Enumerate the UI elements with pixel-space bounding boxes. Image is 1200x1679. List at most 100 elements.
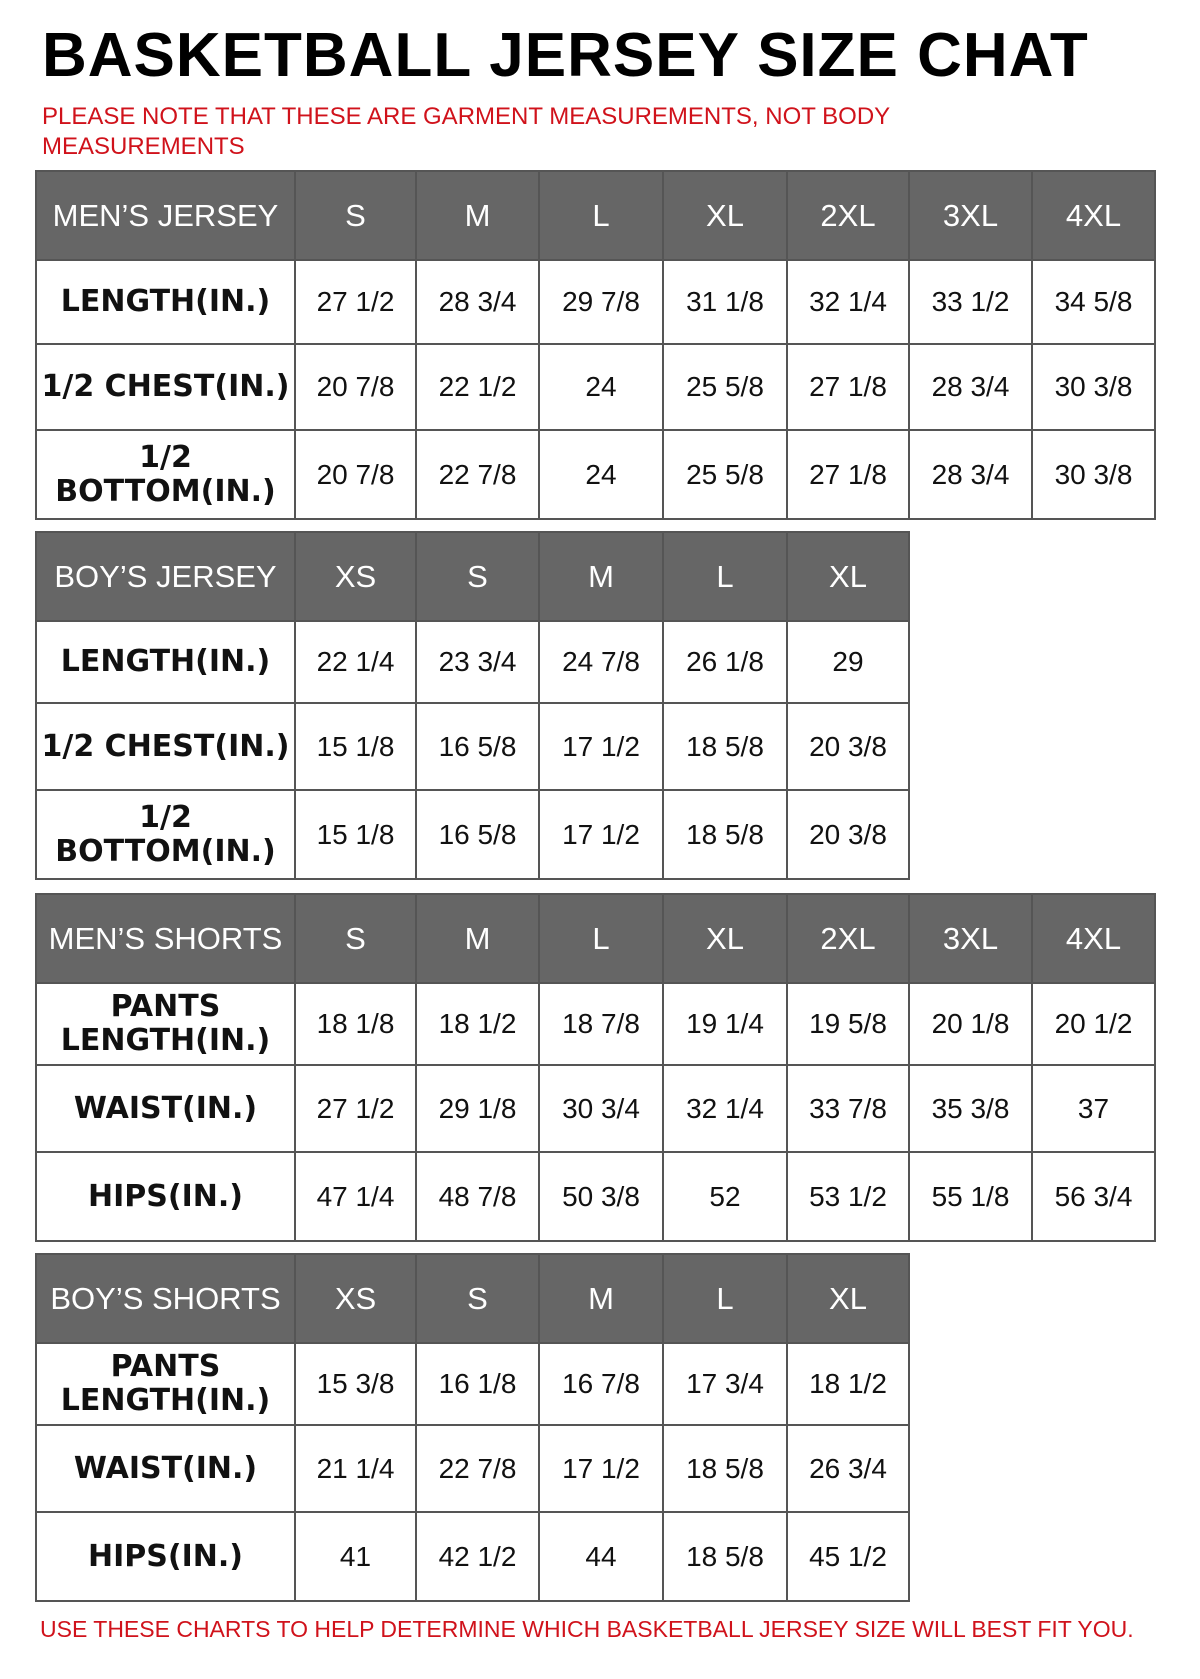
measurement: 44 [538, 1511, 664, 1602]
row-label: PANTS LENGTH(IN.) [35, 982, 296, 1066]
measurement: 28 3/4 [415, 259, 540, 345]
measurement: 17 1/2 [538, 1424, 664, 1513]
size-header: L [662, 1253, 788, 1344]
measurement: 20 3/8 [786, 789, 910, 880]
measurement: 29 [786, 620, 910, 704]
data-row: PANTS LENGTH(IN.) 15 3/8 16 1/8 16 7/8 17 3/… [35, 1342, 910, 1426]
measurement: 47 1/4 [294, 1151, 417, 1242]
size-header: 2XL [786, 893, 910, 984]
measurement: 17 1/2 [538, 789, 664, 880]
row-label: WAIST(IN.) [35, 1064, 296, 1153]
measurement: 20 3/8 [786, 702, 910, 791]
data-row: LENGTH(IN.) 22 1/4 23 3/4 24 7/8 26 1/8 29 [35, 620, 910, 704]
measurement: 33 7/8 [786, 1064, 910, 1153]
data-row: WAIST(IN.) 21 1/4 22 7/8 17 1/2 18 5/8 26 3/4 [35, 1424, 910, 1513]
measurement: 22 1/2 [415, 343, 540, 431]
size-header: M [415, 893, 540, 984]
measurement: 18 5/8 [662, 702, 788, 791]
size-table: BOY’S SHORTS XS S M L XL PANTS LENGTH(IN.) 15 3… [35, 1253, 910, 1602]
size-header: XS [294, 531, 417, 622]
measurement: 15 1/8 [294, 702, 417, 791]
measurement: 20 7/8 [294, 429, 417, 520]
measurement: 16 7/8 [538, 1342, 664, 1426]
measurement: 16 1/8 [415, 1342, 540, 1426]
row-label: HIPS(IN.) [35, 1511, 296, 1602]
data-row: 1/2 BOTTOM(IN.) 20 7/8 22 7/8 24 25 5/8 27 1/… [35, 429, 1156, 520]
row-label: 1/2 CHEST(IN.) [35, 702, 296, 791]
row-label: LENGTH(IN.) [35, 259, 296, 345]
row-label: LENGTH(IN.) [35, 620, 296, 704]
measurement: 22 7/8 [415, 1424, 540, 1513]
measurement: 18 1/2 [786, 1342, 910, 1426]
size-header: XL [786, 1253, 910, 1344]
measurement: 19 5/8 [786, 982, 910, 1066]
size-header: L [538, 893, 664, 984]
measurement: 42 1/2 [415, 1511, 540, 1602]
data-row: 1/2 BOTTOM(IN.) 15 1/8 16 5/8 17 1/2 18 5/8 2… [35, 789, 910, 880]
size-table: MEN’S SHORTS S M L XL 2XL 3XL 4XL PANTS LENGTH(I… [35, 893, 1156, 1242]
measurement: 29 1/8 [415, 1064, 540, 1153]
size-header: 3XL [908, 170, 1033, 261]
size-header: L [538, 170, 664, 261]
measurement: 24 7/8 [538, 620, 664, 704]
measurement: 26 1/8 [662, 620, 788, 704]
size-header: XL [786, 531, 910, 622]
row-label: WAIST(IN.) [35, 1424, 296, 1513]
measurement: 37 [1031, 1064, 1156, 1153]
measurement: 22 7/8 [415, 429, 540, 520]
data-row: HIPS(IN.) 41 42 1/2 44 18 5/8 45 1/2 [35, 1511, 910, 1602]
measurement: 15 1/8 [294, 789, 417, 880]
measurement: 18 1/8 [294, 982, 417, 1066]
measurement: 20 7/8 [294, 343, 417, 431]
measurement: 55 1/8 [908, 1151, 1033, 1242]
table-name: BOY’S SHORTS [35, 1253, 296, 1344]
size-header: S [294, 170, 417, 261]
measurement: 41 [294, 1511, 417, 1602]
measurement: 48 7/8 [415, 1151, 540, 1242]
size-header: 4XL [1031, 893, 1156, 984]
measurement: 45 1/2 [786, 1511, 910, 1602]
row-label: 1/2 BOTTOM(IN.) [35, 789, 296, 880]
measurement: 25 5/8 [662, 343, 788, 431]
table-name: MEN’S JERSEY [35, 170, 296, 261]
size-header: M [538, 1253, 664, 1344]
row-label: HIPS(IN.) [35, 1151, 296, 1242]
measurement: 18 5/8 [662, 1424, 788, 1513]
measurement: 16 5/8 [415, 702, 540, 791]
header-row: BOY’S SHORTS XS S M L XL [35, 1253, 910, 1344]
measurement: 50 3/8 [538, 1151, 664, 1242]
size-table: BOY’S JERSEY XS S M L XL LENGTH(IN.) 22 1/4 23 3… [35, 531, 910, 880]
size-header: M [538, 531, 664, 622]
size-header: S [415, 531, 540, 622]
measurement: 31 1/8 [662, 259, 788, 345]
size-header: XL [662, 893, 788, 984]
size-header: S [294, 893, 417, 984]
size-header: S [415, 1253, 540, 1344]
measurement: 32 1/4 [786, 259, 910, 345]
measurement: 27 1/2 [294, 259, 417, 345]
row-label: 1/2 BOTTOM(IN.) [35, 429, 296, 520]
header-row: MEN’S SHORTS S M L XL 2XL 3XL 4XL [35, 893, 1156, 984]
size-header: 2XL [786, 170, 910, 261]
measurement: 30 3/8 [1031, 429, 1156, 520]
measurement: 24 [538, 429, 664, 520]
data-row: LENGTH(IN.) 27 1/2 28 3/4 29 7/8 31 1/8 32 1/… [35, 259, 1156, 345]
measurement: 34 5/8 [1031, 259, 1156, 345]
measurement: 28 3/4 [908, 343, 1033, 431]
note: PLEASE NOTE THAT THESE ARE GARMENT MEASU… [42, 103, 890, 160]
size-table: MEN’S JERSEY S M L XL 2XL 3XL 4XL LENGTH(IN.) 27 … [35, 170, 1156, 520]
size-header: 3XL [908, 893, 1033, 984]
measurement: 27 1/8 [786, 343, 910, 431]
measurement: 19 1/4 [662, 982, 788, 1066]
measurement: 33 1/2 [908, 259, 1033, 345]
measurement: 53 1/2 [786, 1151, 910, 1242]
size-header: 4XL [1031, 170, 1156, 261]
size-header: XS [294, 1253, 417, 1344]
measurement: 17 1/2 [538, 702, 664, 791]
measurement: 15 3/8 [294, 1342, 417, 1426]
measurement: 56 3/4 [1031, 1151, 1156, 1242]
size-header: XL [662, 170, 788, 261]
measurement: 30 3/8 [1031, 343, 1156, 431]
measurement: 29 7/8 [538, 259, 664, 345]
